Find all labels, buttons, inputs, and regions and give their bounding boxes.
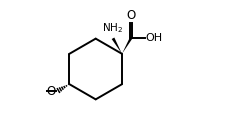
- Text: NH$_2$: NH$_2$: [101, 21, 122, 35]
- Text: O: O: [126, 9, 135, 22]
- Polygon shape: [111, 38, 121, 54]
- Text: OH: OH: [145, 33, 162, 43]
- Text: O: O: [47, 85, 56, 98]
- Polygon shape: [121, 37, 132, 54]
